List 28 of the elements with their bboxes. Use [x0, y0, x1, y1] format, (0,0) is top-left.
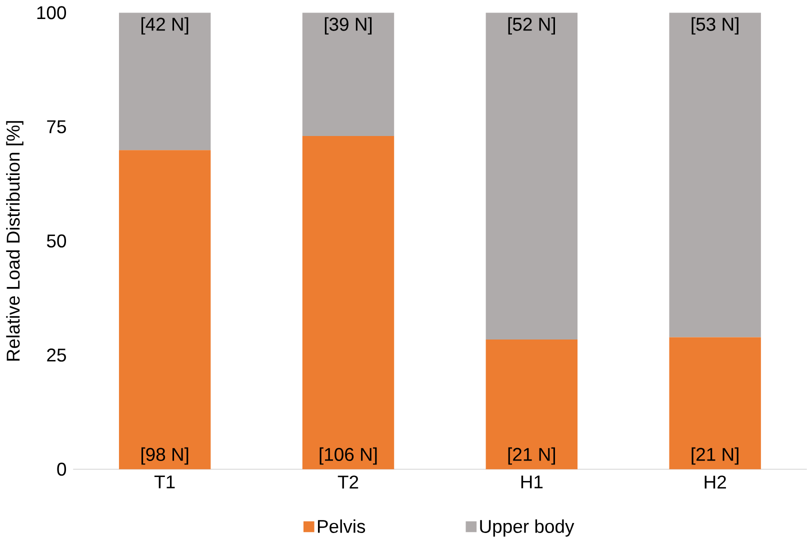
bar	[302, 136, 394, 470]
bar	[486, 340, 578, 470]
bar	[486, 12, 578, 340]
bar	[118, 12, 211, 150]
legend-label: Upper body	[480, 519, 574, 537]
annotation: [53 N]	[692, 17, 738, 35]
bar	[669, 12, 761, 338]
bar	[302, 12, 394, 136]
x-tick-label: T2	[338, 476, 358, 489]
x-tick-label: H2	[704, 476, 726, 489]
bar	[118, 150, 211, 470]
annotation: [98 N]	[141, 447, 188, 465]
y-tick-label: 100	[37, 6, 66, 20]
y-tick-label: 0	[57, 462, 66, 476]
y-tick-label: 25	[47, 348, 66, 362]
bar	[669, 337, 761, 470]
annotation: [21 N]	[508, 447, 555, 465]
annotation: [52 N]	[508, 17, 555, 35]
x-tick-label: T1	[154, 476, 175, 488]
y-axis-title: Relative Load Distribution [%]	[6, 121, 24, 361]
annotation: [42 N]	[141, 17, 188, 35]
legend-label: Pelvis	[318, 519, 366, 534]
annotation: [21 N]	[692, 447, 738, 465]
y-tick-label: 50	[46, 234, 66, 248]
annotation: [106 N]	[320, 447, 377, 465]
x-tick-label: H1	[521, 476, 543, 488]
y-tick-label: 75	[47, 120, 66, 134]
annotation: [39 N]	[324, 17, 372, 35]
